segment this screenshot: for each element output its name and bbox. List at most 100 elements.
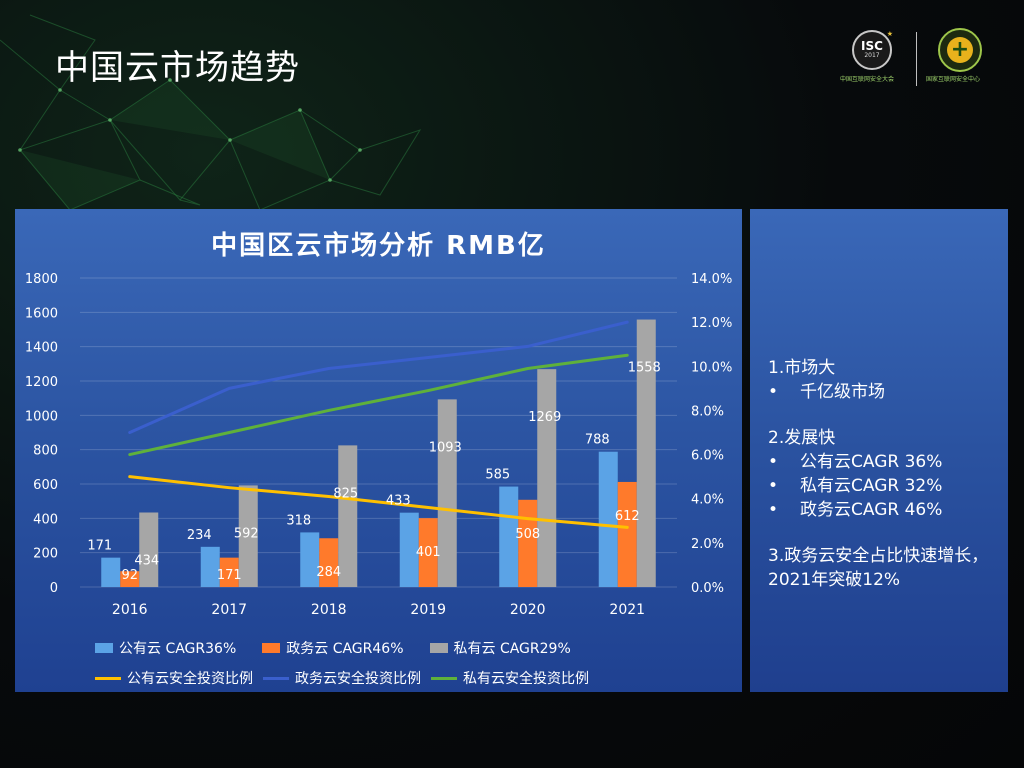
data-label-gov-cloud: 401 bbox=[416, 545, 441, 560]
y-tick-label: 1800 bbox=[25, 272, 58, 287]
data-label-private-cloud: 1269 bbox=[528, 410, 561, 425]
legend-item-private-security: 私有云安全投资比例 bbox=[431, 668, 589, 688]
bar-private-cloud bbox=[238, 485, 258, 587]
data-label-gov-cloud: 612 bbox=[615, 509, 640, 524]
legend-item-public-cloud: 公有云 CAGR36% bbox=[95, 638, 236, 658]
x-tick-label: 2017 bbox=[211, 602, 247, 618]
bar-gov-cloud bbox=[518, 499, 538, 587]
bullet-text: 公有云CAGR 36% bbox=[800, 452, 943, 472]
data-label-gov-cloud: 92 bbox=[121, 568, 138, 583]
slide-title: 中国云市场趋势 bbox=[55, 48, 300, 88]
legend-swatch bbox=[429, 643, 448, 653]
data-label-gov-cloud: 508 bbox=[515, 527, 540, 542]
chart-svg: 0 200 400 600 800 1000 1200 1400 1600 1800 0.0% 2.0… bbox=[25, 272, 732, 618]
logo-group: ISC 2017 ★ 中国互联网安全大会 + 国家互联网安全中心 bbox=[838, 28, 1008, 88]
bullet-dot: • bbox=[768, 452, 779, 472]
bar-public-cloud bbox=[101, 557, 121, 587]
bar-gov-cloud bbox=[319, 538, 339, 587]
line-public-security bbox=[128, 475, 629, 529]
y-tick-label: 0 bbox=[50, 581, 58, 596]
legend-swatch bbox=[95, 643, 113, 653]
data-label-gov-cloud: 171 bbox=[217, 568, 242, 583]
data-label-private-cloud: 1093 bbox=[429, 440, 462, 455]
summary-bullet: • 千亿级市场 bbox=[768, 380, 1008, 404]
bar-public-cloud bbox=[399, 512, 419, 587]
legend-label: 政务云 CAGR46% bbox=[286, 641, 404, 657]
summary-bullet: • 私有云CAGR 32% bbox=[768, 474, 1008, 498]
y-tick-label: 1400 bbox=[25, 341, 58, 356]
y2-tick-label: 6.0% bbox=[691, 449, 724, 464]
line-gov-security bbox=[128, 320, 629, 434]
summary-bullet: • 政务云CAGR 46% bbox=[768, 498, 1008, 522]
bullet-dot: • bbox=[768, 500, 779, 520]
chart-legend: 公有云 CAGR36% 政务云 CAGR46% 私有云 CAGR29% 公有云安… bbox=[95, 633, 715, 693]
x-tick-label: 2018 bbox=[311, 602, 347, 618]
data-label-private-cloud: 825 bbox=[333, 486, 358, 501]
summary-heading-gov-security: 3.政务云安全占比快速增长，2021年突破12% bbox=[768, 546, 989, 590]
data-label-public-cloud: 433 bbox=[386, 494, 411, 509]
legend-item-public-security: 公有云安全投资比例 bbox=[95, 668, 253, 688]
x-tick-label: 2021 bbox=[609, 602, 645, 618]
isc-logo-year: 2017 bbox=[864, 52, 880, 59]
data-label-private-cloud: 1558 bbox=[628, 361, 661, 376]
legend-label: 私有云安全投资比例 bbox=[463, 671, 589, 687]
legend-item-gov-cloud: 政务云 CAGR46% bbox=[262, 638, 404, 658]
bar-public-cloud bbox=[598, 451, 618, 587]
bar-private-cloud bbox=[139, 512, 159, 587]
isc-badge-icon: ISC 2017 ★ bbox=[852, 30, 893, 70]
bar-public-cloud bbox=[200, 546, 220, 587]
bar-gov-cloud bbox=[617, 481, 637, 587]
summary-heading-growth: 2.发展快 bbox=[768, 428, 836, 448]
y-tick-label: 1600 bbox=[25, 306, 58, 321]
data-label-public-cloud: 318 bbox=[286, 513, 311, 528]
legend-row-lines: 公有云安全投资比例 政务云安全投资比例 私有云安全投资比例 bbox=[95, 663, 715, 693]
y-tick-label: 400 bbox=[33, 512, 58, 527]
y-tick-label: 1000 bbox=[25, 409, 58, 424]
y-tick-label: 200 bbox=[33, 547, 58, 562]
x-tick-label: 2016 bbox=[112, 602, 148, 618]
y2-tick-label: 4.0% bbox=[691, 493, 724, 508]
security-center-logo: + 国家互联网安全中心 bbox=[926, 28, 1006, 88]
chart-panel: 中国区云市场分析 RMB亿 0 200 400 600 800 1000 1200 1400 1… bbox=[15, 209, 742, 692]
bullet-text: 私有云CAGR 32% bbox=[800, 476, 943, 496]
data-label-public-cloud: 234 bbox=[187, 528, 212, 543]
legend-line bbox=[431, 676, 457, 680]
bullet-dot: • bbox=[768, 382, 779, 402]
legend-label: 公有云 CAGR36% bbox=[119, 641, 237, 657]
summary-heading-market-size: 1.市场大 bbox=[768, 358, 836, 378]
bar-gov-cloud bbox=[418, 518, 438, 587]
data-label-public-cloud: 585 bbox=[485, 468, 510, 483]
summary-bullet: • 公有云CAGR 36% bbox=[768, 450, 1008, 474]
y-tick-label: 1200 bbox=[25, 375, 58, 390]
isc-logo: ISC 2017 ★ 中国互联网安全大会 bbox=[838, 28, 914, 88]
legend-label: 政务云安全投资比例 bbox=[295, 671, 421, 687]
y2-tick-label: 2.0% bbox=[691, 537, 724, 552]
bar-public-cloud bbox=[300, 532, 320, 587]
x-tick-label: 2019 bbox=[410, 602, 446, 618]
legend-line bbox=[95, 676, 121, 680]
bar-private-cloud bbox=[338, 445, 358, 587]
legend-swatch bbox=[262, 643, 281, 653]
bar-gov-cloud bbox=[219, 557, 239, 587]
data-label-public-cloud: 171 bbox=[87, 539, 112, 554]
data-label-public-cloud: 788 bbox=[585, 433, 610, 448]
isc-logo-text: ISC bbox=[861, 39, 883, 53]
y2-tick-label: 12.0% bbox=[691, 316, 732, 331]
legend-line bbox=[263, 676, 289, 680]
legend-label: 公有云安全投资比例 bbox=[127, 671, 253, 687]
security-center-caption: 国家互联网安全中心 bbox=[926, 76, 981, 83]
y-tick-label: 800 bbox=[33, 444, 58, 459]
bullet-text: 政务云CAGR 46% bbox=[800, 500, 943, 520]
data-label-private-cloud: 434 bbox=[134, 553, 159, 568]
bar-private-cloud bbox=[537, 369, 557, 587]
legend-row-bars: 公有云 CAGR36% 政务云 CAGR46% 私有云 CAGR29% bbox=[95, 633, 715, 663]
legend-item-gov-security: 政务云安全投资比例 bbox=[263, 668, 421, 688]
bullet-text: 千亿级市场 bbox=[800, 382, 885, 402]
plus-icon: + bbox=[947, 37, 973, 63]
y2-tick-label: 14.0% bbox=[691, 272, 732, 287]
data-label-gov-cloud: 284 bbox=[316, 565, 341, 580]
isc-logo-caption: 中国互联网安全大会 bbox=[840, 76, 895, 83]
bar-private-cloud bbox=[636, 319, 656, 587]
line-private-security bbox=[128, 353, 629, 457]
